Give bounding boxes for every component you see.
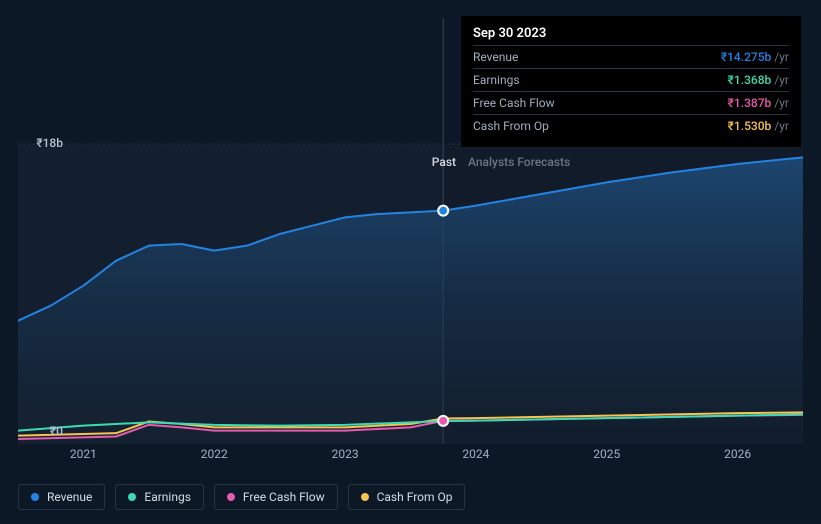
legend-dot [128, 493, 136, 501]
chart-legend: Revenue Earnings Free Cash Flow Cash From O… [18, 484, 465, 510]
region-label-forecast: Analysts Forecasts [468, 155, 570, 169]
tooltip-row: Cash From Op ₹1.530b/yr [473, 114, 789, 137]
tooltip-row: Earnings ₹1.368b/yr [473, 68, 789, 91]
tooltip-metric-label: Free Cash Flow [473, 96, 555, 110]
tooltip-metric-value: ₹14.275b [721, 50, 771, 64]
x-axis-labels: 2021 2022 2023 2024 2025 2026 [18, 447, 803, 467]
tooltip-row: Free Cash Flow ₹1.387b/yr [473, 91, 789, 114]
region-label-past: Past [432, 155, 456, 169]
tooltip-title: Sep 30 2023 [473, 26, 789, 45]
x-axis-tick: 2025 [593, 447, 620, 461]
legend-dot [31, 493, 39, 501]
tooltip-metric-label: Revenue [473, 50, 518, 64]
tooltip-metric-value: ₹1.387b [728, 96, 772, 110]
tooltip-metric-label: Earnings [473, 73, 520, 87]
tooltip-metric-value: ₹1.530b [728, 119, 772, 133]
tooltip-metric-label: Cash From Op [473, 119, 549, 133]
tooltip-row: Revenue ₹14.275b/yr [473, 45, 789, 68]
legend-item-cash_op[interactable]: Cash From Op [348, 484, 466, 510]
x-axis-tick: 2024 [462, 447, 489, 461]
x-axis-tick: 2021 [70, 447, 97, 461]
legend-label: Revenue [47, 490, 92, 504]
tooltip-suffix: /yr [774, 119, 789, 133]
legend-dot [227, 493, 235, 501]
chart-tooltip: Sep 30 2023 Revenue ₹14.275b/yr Earnings ₹1… [461, 16, 801, 147]
x-axis-tick: 2022 [201, 447, 228, 461]
legend-item-earnings[interactable]: Earnings [115, 484, 204, 510]
legend-label: Cash From Op [377, 490, 453, 504]
legend-item-fcf[interactable]: Free Cash Flow [214, 484, 338, 510]
legend-item-revenue[interactable]: Revenue [18, 484, 105, 510]
legend-dot [361, 493, 369, 501]
x-axis-tick: 2026 [724, 447, 751, 461]
legend-label: Free Cash Flow [243, 490, 325, 504]
tooltip-suffix: /yr [774, 73, 789, 87]
legend-label: Earnings [144, 490, 191, 504]
tooltip-suffix: /yr [774, 96, 789, 110]
x-axis-tick: 2023 [332, 447, 359, 461]
tooltip-suffix: /yr [774, 50, 789, 64]
tooltip-metric-value: ₹1.368b [728, 73, 772, 87]
y-axis-label-zero: ₹0 [13, 424, 63, 438]
y-axis-label-max: ₹18b [13, 136, 63, 150]
